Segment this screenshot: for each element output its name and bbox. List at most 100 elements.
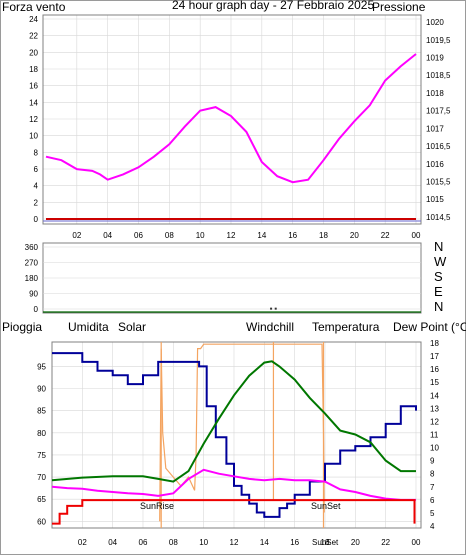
legend-humidity: Umidita [68,320,109,334]
bottom-y-left-tick: 60 [37,517,46,526]
bottom-y-right-ticks: 4 5 6 7 8 9 10 11 12 13 14 15 16 17 18 [430,339,439,531]
bottom-x-tick: 10 [199,538,208,547]
top-y-left-tick: 4 [34,182,39,191]
top-x-tick: 02 [72,231,81,240]
bottom-y-left-tick: 90 [37,385,46,394]
bottom-y-left-tick: 80 [37,429,46,438]
top-x-ticks: 02 04 06 08 10 12 14 16 18 20 22 00 [72,231,421,240]
top-y-left-tick: 24 [29,15,38,24]
top-x-tick: 16 [288,231,297,240]
bottom-y-right-tick: 5 [430,509,435,518]
bottom-y-right-tick: 15 [430,378,439,387]
top-y-left-tick: 10 [29,132,38,141]
dir-series [43,307,421,313]
bottom-y-right-tick: 8 [430,470,435,479]
top-y-left-tick: 18 [29,65,38,74]
top-y-right-tick: 1016 [426,160,444,169]
top-y-right-tick: 1015 [426,195,444,204]
dir-y-tick: 360 [25,243,39,252]
top-x-tick: 18 [319,231,328,240]
top-x-tick: 08 [165,231,174,240]
top-y-right-tick: 1019,5 [426,36,451,45]
bottom-y-left-tick: 95 [37,362,46,371]
sunrise-label: SunRise [140,501,174,511]
legend-rain: Pioggia [2,320,42,334]
dir-y-tick: 270 [25,259,39,268]
bottom-y-right-tick: 4 [430,522,435,531]
dir-y-tick: 180 [25,274,39,283]
top-x-tick: 14 [257,231,266,240]
dir-letter: N [434,299,443,314]
bottom-y-left-tick: 85 [37,407,46,416]
top-y-right-tick: 1018,5 [426,71,451,80]
top-y-right-tick: 1019 [426,54,444,63]
bottom-y-right-tick: 6 [430,496,435,505]
bottom-x-tick: 08 [169,538,178,547]
top-y-left-tick: 2 [34,198,39,207]
dir-y-tick: 90 [29,290,38,299]
dir-letter: W [434,254,447,269]
bottom-y-right-tick: 16 [430,365,439,374]
top-y-right-ticks: 1014,5 1015 1015,5 1016 1016,5 1017 1017,5 1018… [426,18,451,222]
bottom-x-tick: 06 [139,538,148,547]
bottom-series [51,342,417,528]
top-y-left-tick: 8 [34,148,39,157]
bottom-x-tick: 00 [412,538,421,547]
bottom-x-tick: 04 [108,538,117,547]
bottom-y-left-tick: 65 [37,495,46,504]
bottom-y-right-tick: 7 [430,483,435,492]
bottom-y-right-tick: 14 [430,391,439,400]
top-y-left-tick: 16 [29,82,38,91]
bottom-x-tick: 02 [78,538,87,547]
top-y-right-tick: 1016,5 [426,142,451,151]
bottom-x-tick: 20 [351,538,360,547]
dir-y-ticks: 360 270 180 90 0 [25,243,39,314]
bottom-y-left-ticks: 60 65 70 75 80 85 90 95 [37,362,46,526]
top-y-right-tick: 1015,5 [426,177,451,186]
bottom-x-tick: 16 [290,538,299,547]
top-right-title: Pressione [372,0,426,14]
dir-letter: N [434,239,443,254]
top-y-left-tick: 22 [29,32,38,41]
bottom-plot-border [51,341,422,529]
bottom-y-right-tick: 9 [430,457,435,466]
legend-temperature: Temperatura [312,320,380,334]
bottom-y-right-tick: 10 [430,444,439,453]
top-y-right-tick: 1018 [426,89,444,98]
top-left-title: Forza vento [2,0,66,14]
legend-dewpoint: Dew Point (°C) [393,320,466,334]
top-y-left-tick: 20 [29,48,38,57]
top-y-right-tick: 1014,5 [426,213,451,222]
top-x-tick: 10 [196,231,205,240]
bottom-y-right-tick: 13 [430,404,439,413]
top-x-tick: 04 [103,231,112,240]
humidity-line [52,352,417,518]
top-y-right-tick: 1017,5 [426,107,451,116]
dir-y-tick: 0 [34,305,39,314]
bottom-x-tick: 18 [321,538,330,547]
dir-grid [43,246,421,310]
dewpoint-line [51,468,416,501]
bottom-y-left-tick: 70 [37,473,46,482]
bottom-y-right-tick: 18 [430,339,439,348]
dir-letter: E [434,284,443,299]
top-y-left-tick: 14 [29,98,38,107]
bottom-y-right-tick: 12 [430,417,439,426]
legend-solar: Solar [118,320,146,334]
top-x-tick: 22 [381,231,390,240]
top-grid [43,15,421,224]
bottom-x-tick: 14 [260,538,269,547]
legend-windchill: Windchill [246,320,294,334]
top-x-tick: 12 [227,231,236,240]
dir-letter: S [434,269,443,284]
top-y-right-tick: 1017 [426,124,444,133]
wind-direction-point [270,307,273,310]
top-y-right-tick: 1020 [426,18,444,27]
bottom-x-tick: 12 [230,538,239,547]
rain-line [52,499,416,525]
top-x-tick: 20 [350,231,359,240]
top-x-tick: 06 [134,231,143,240]
